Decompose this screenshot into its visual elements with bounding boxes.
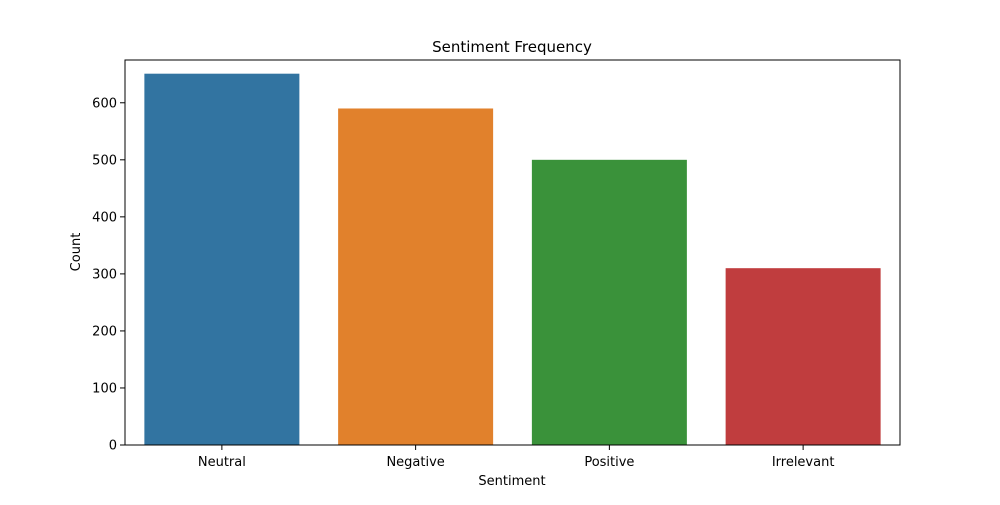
bar-positive	[531, 159, 687, 445]
y-tick-label: 100	[92, 381, 117, 396]
y-axis-ticks: 0 100 200 300 400 500 600	[92, 96, 125, 454]
x-tick-label: Positive	[584, 455, 634, 470]
y-tick-label: 200	[92, 324, 117, 339]
x-axis-ticks: Neutral Negative Positive Irrelevant	[198, 445, 835, 470]
bar-neutral	[144, 73, 300, 445]
y-tick-label: 600	[92, 96, 117, 111]
bars-layer	[144, 73, 881, 446]
x-tick-label: Irrelevant	[772, 455, 835, 470]
y-tick-label: 400	[92, 210, 117, 225]
bar-negative	[338, 108, 494, 446]
plot-frame	[124, 59, 901, 446]
y-tick-label: 300	[92, 267, 117, 282]
chart-title: Sentiment Frequency	[432, 38, 592, 56]
x-tick-label: Negative	[386, 455, 444, 470]
bar-irrelevant	[725, 268, 881, 445]
y-tick-label: 500	[92, 153, 117, 168]
x-axis-title: Sentiment	[478, 474, 545, 489]
x-tick-label: Neutral	[198, 455, 246, 470]
y-axis-title: Count	[69, 233, 84, 272]
y-tick-label: 0	[109, 439, 117, 454]
